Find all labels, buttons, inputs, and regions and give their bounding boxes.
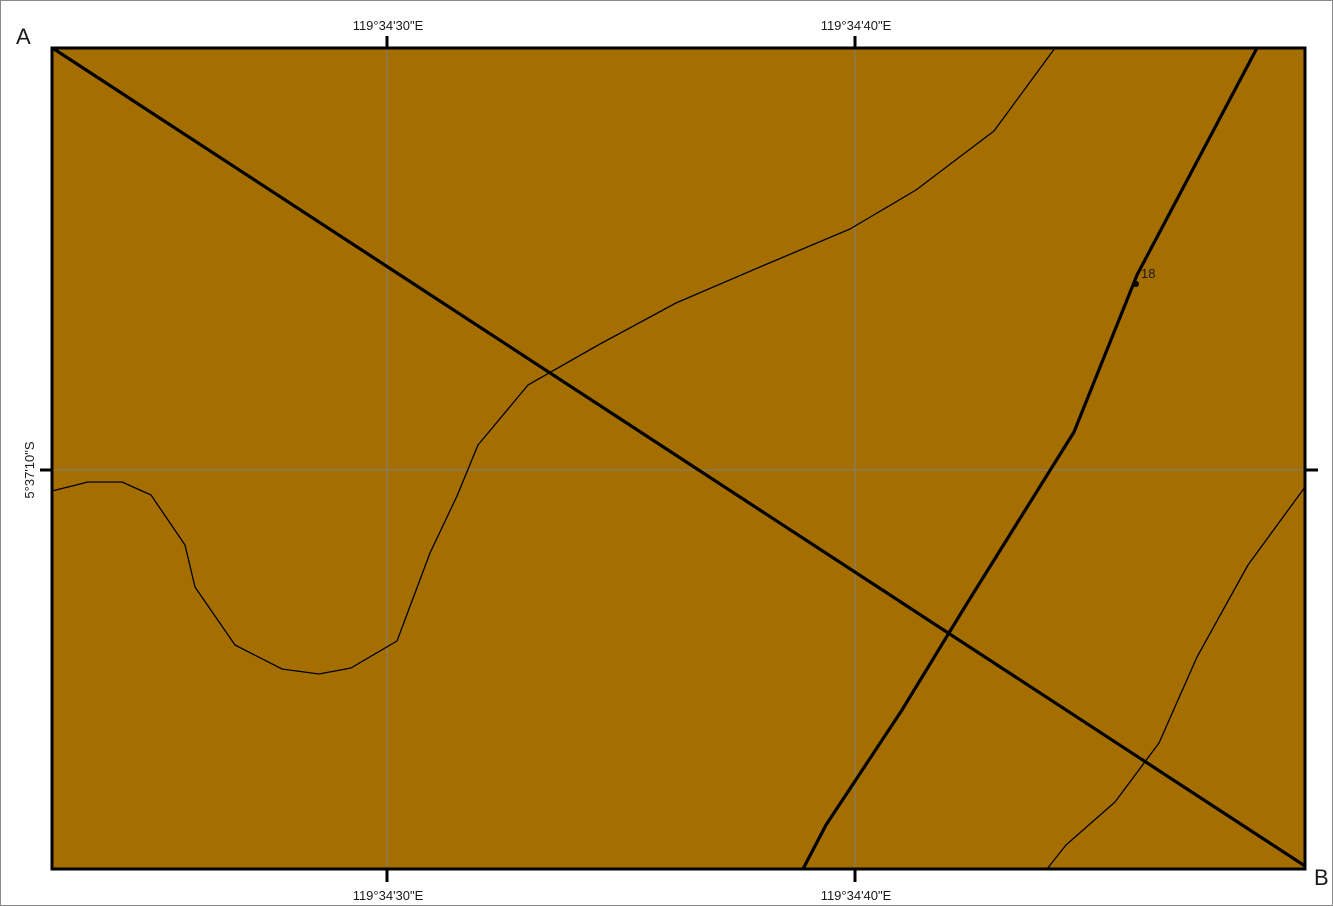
lon-label-bottom-right: 119°34'40"E — [821, 888, 892, 903]
lat-label-left: 5°37'10"S — [22, 441, 37, 498]
lon-label-bottom-left: 119°34'30"E — [353, 888, 424, 903]
map-neatline — [50, 46, 1307, 871]
cross-section-line-a-b — [53, 47, 1306, 868]
graticule — [52, 48, 1305, 869]
sample-point-label: 18 — [1141, 266, 1155, 281]
contour-line-curved — [51, 47, 1056, 675]
graticule-ticks — [40, 36, 1318, 882]
fault-line — [801, 47, 1259, 870]
sample-point-18 — [1133, 281, 1139, 287]
section-start-label: A — [16, 24, 31, 49]
lon-label-top-right: 119°34'40"E — [821, 18, 892, 33]
contour-line-lower-right — [1046, 486, 1306, 870]
section-end-label: B — [1314, 865, 1329, 890]
lon-label-top-left: 119°34'30"E — [353, 18, 424, 33]
lat-label-right: 5°37'10"S — [1330, 441, 1333, 498]
